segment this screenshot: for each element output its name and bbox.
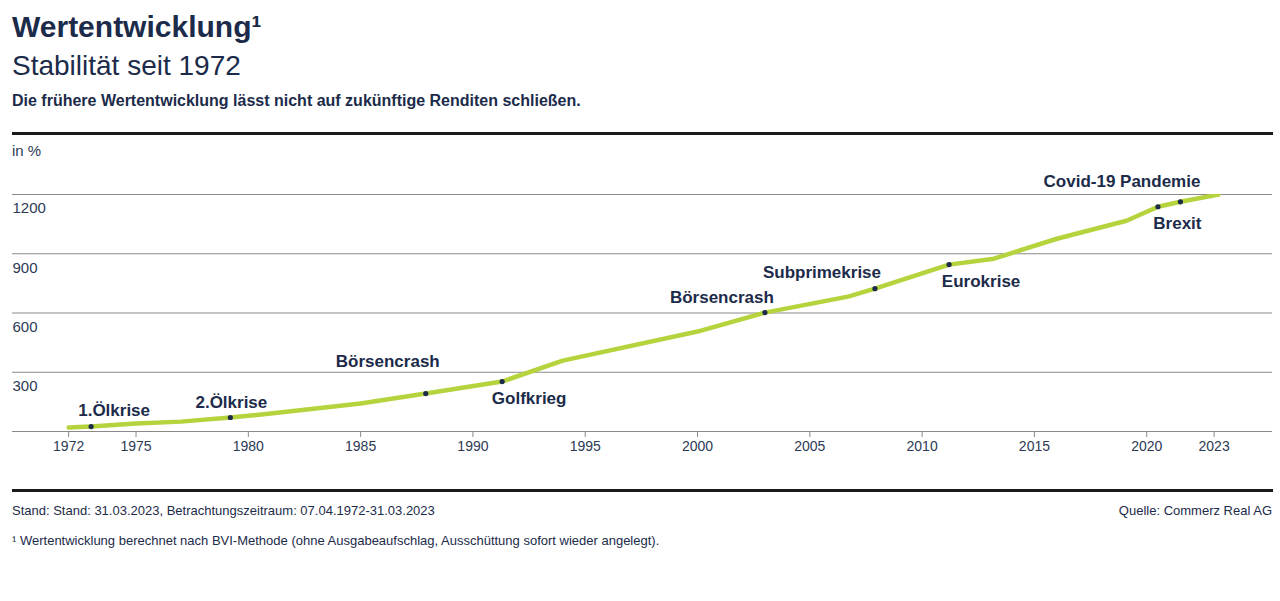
svg-text:1975: 1975: [120, 438, 151, 454]
svg-text:1200: 1200: [13, 199, 46, 216]
svg-text:1.Ölkrise: 1.Ölkrise: [78, 401, 150, 420]
svg-text:1990: 1990: [457, 438, 488, 454]
svg-text:900: 900: [13, 259, 38, 276]
svg-text:Börsencrash: Börsencrash: [670, 288, 774, 307]
svg-text:Subprimekrise: Subprimekrise: [763, 263, 881, 282]
svg-text:Golfkrieg: Golfkrieg: [492, 389, 567, 408]
svg-text:Covid-19 Pandemie: Covid-19 Pandemie: [1044, 172, 1201, 191]
svg-text:2015: 2015: [1019, 438, 1050, 454]
svg-text:1972: 1972: [53, 438, 84, 454]
svg-text:Eurokrise: Eurokrise: [942, 272, 1020, 291]
html-text:Die frühere Wertentwicklung lä: Die frühere Wertentwicklung lässt nicht …: [12, 92, 581, 109]
svg-text:600: 600: [13, 318, 38, 335]
html-text:Wertentwicklung¹: Wertentwicklung¹: [12, 10, 262, 43]
html-text:in %: in %: [12, 142, 42, 159]
svg-text:2023: 2023: [1199, 438, 1230, 454]
svg-text:300: 300: [13, 377, 38, 394]
svg-text:2020: 2020: [1131, 438, 1162, 454]
svg-text:2.Ölkrise: 2.Ölkrise: [195, 393, 267, 412]
svg-text:Brexit: Brexit: [1153, 214, 1202, 233]
html-text:¹ Wertentwicklung berechnet na: ¹ Wertentwicklung berechnet nach BVI-Met…: [12, 533, 660, 548]
svg-text:2000: 2000: [682, 438, 713, 454]
svg-text:1985: 1985: [345, 438, 376, 454]
svg-text:Börsencrash: Börsencrash: [336, 352, 440, 371]
svg-text:1980: 1980: [233, 438, 264, 454]
svg-text:2005: 2005: [794, 438, 825, 454]
svg-text:1995: 1995: [570, 438, 601, 454]
html-text:Stabilität seit 1972: Stabilität seit 1972: [12, 50, 241, 81]
html-text:Stand: Stand: 31.03.2023, Betr: Stand: Stand: 31.03.2023, Betrachtungsze…: [12, 503, 435, 518]
html-text:Quelle: Commerz Real AG: Quelle: Commerz Real AG: [1118, 503, 1272, 518]
svg-text:2010: 2010: [907, 438, 938, 454]
